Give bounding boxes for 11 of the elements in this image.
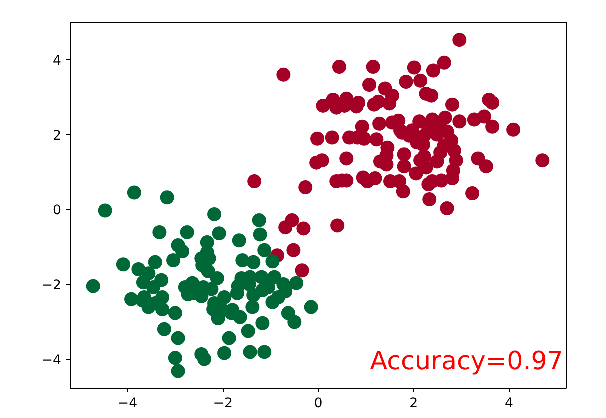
x-tick-label: −2 bbox=[213, 396, 233, 412]
x-tick-label: −4 bbox=[118, 396, 138, 412]
y-tick-label: −2 bbox=[42, 278, 62, 294]
x-tick-label: 2 bbox=[410, 396, 418, 412]
y-tick-label: 4 bbox=[53, 54, 62, 69]
x-tick-label: 4 bbox=[505, 396, 514, 412]
y-tick-label: 2 bbox=[53, 128, 62, 144]
annotation: Accuracy=0.97 bbox=[370, 346, 564, 376]
y-tick-label: −4 bbox=[42, 353, 62, 368]
x-tick-label: 0 bbox=[314, 396, 323, 412]
y-tick-label: 0 bbox=[53, 204, 62, 219]
